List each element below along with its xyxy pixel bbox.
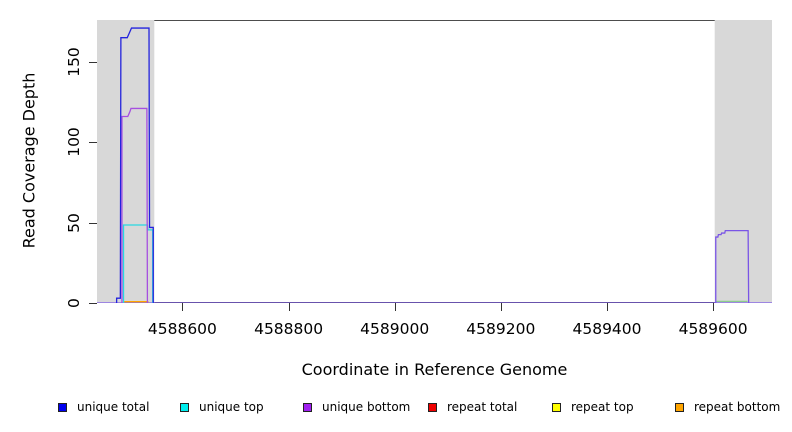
- x-tick-label: 4589400: [572, 320, 642, 338]
- legend-label-unique-top: unique top: [199, 400, 264, 414]
- y-tick-mark: [89, 61, 97, 63]
- legend-label-repeat-top: repeat top: [571, 400, 634, 414]
- legend-swatch-unique-bottom: [303, 403, 312, 412]
- legend-swatch-unique-total: [58, 403, 67, 412]
- series-line-unique-bottom: [121, 107, 149, 303]
- legend-label-repeat-total: repeat total: [447, 400, 518, 414]
- legend-swatch-unique-top: [180, 403, 189, 412]
- x-tick-label: 4589200: [466, 320, 536, 338]
- x-axis-title: Coordinate in Reference Genome: [301, 360, 568, 379]
- plot-area: [97, 20, 772, 303]
- legend-label-unique-bottom: unique bottom: [322, 400, 411, 414]
- y-tick-label: 0: [65, 298, 83, 308]
- y-tick-mark: [89, 142, 97, 144]
- y-tick-mark: [89, 222, 97, 224]
- y-axis-title: Read Coverage Depth: [19, 72, 39, 249]
- x-tick-mark: [500, 303, 502, 311]
- y-tick-label: 100: [65, 127, 83, 157]
- shaded-region-1: [97, 20, 155, 303]
- series-line-unique-total: [115, 27, 154, 303]
- shaded-region-2: [714, 20, 772, 303]
- x-tick-label: 4589600: [678, 320, 748, 338]
- series-line-unique-total-unique-bottom-overlap-right-peak: [715, 229, 750, 303]
- legend-swatch-repeat-total: [428, 403, 437, 412]
- x-tick-mark: [288, 303, 290, 311]
- x-tick-mark: [607, 303, 608, 311]
- y-tick-mark: [89, 303, 97, 304]
- x-tick-mark: [394, 303, 396, 311]
- legend-label-unique-total: unique total: [77, 400, 150, 414]
- legend-swatch-repeat-top: [552, 403, 561, 412]
- x-tick-mark: [182, 303, 184, 311]
- y-tick-label: 50: [65, 212, 83, 233]
- x-tick-mark: [713, 303, 715, 311]
- legend-label-repeat-bottom: repeat bottom: [694, 400, 781, 414]
- y-tick-label: 150: [65, 47, 83, 77]
- x-tick-label: 4588800: [254, 320, 324, 338]
- legend-swatch-repeat-bottom: [675, 403, 684, 412]
- x-tick-label: 4589000: [360, 320, 430, 338]
- x-tick-label: 4588600: [147, 320, 217, 338]
